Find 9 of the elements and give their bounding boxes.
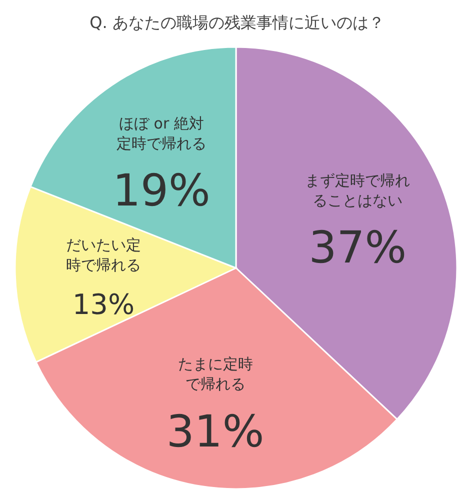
data-label: 37% <box>308 222 407 274</box>
data-label: 19% <box>112 166 210 217</box>
data-label: 13% <box>72 288 135 321</box>
chart-title: Q. あなたの職場の残業事情に近いのは？ <box>90 13 384 32</box>
slice-label: まず定時で帰れることはない <box>305 171 410 210</box>
slice-label: だいたい定時で帰れる <box>66 236 141 274</box>
data-label: 31% <box>166 406 264 458</box>
slice-label: ほぼ or 絶対定時で帰れる <box>116 114 206 152</box>
slice-label: たまに定時で帰れる <box>178 354 253 393</box>
